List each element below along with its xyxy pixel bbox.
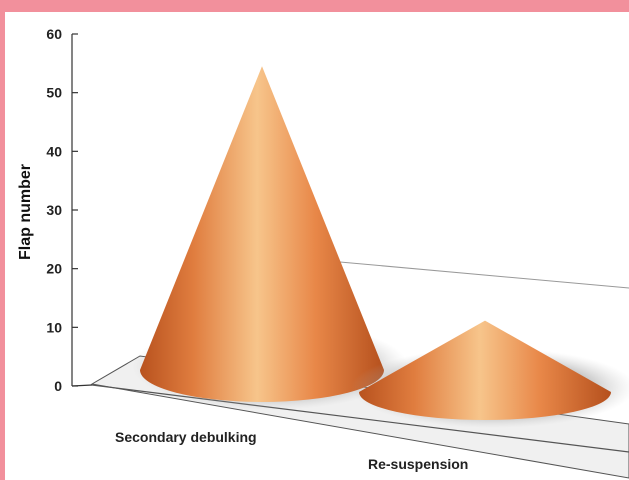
y-tick-label-0: 0 [54, 378, 62, 394]
y-tick-label-4: 40 [46, 143, 62, 159]
floor-back-edge [339, 261, 629, 289]
category-label-0: Secondary debulking [115, 429, 257, 445]
y-tick-label-1: 10 [46, 319, 62, 335]
y-tick-label-5: 50 [46, 85, 62, 101]
y-tick-label-3: 30 [46, 202, 62, 218]
y-axis-title: Flap number [17, 164, 34, 260]
category-label-1: Re-suspension [368, 456, 468, 472]
cone-bar-1 [359, 320, 611, 420]
cone-bar-0 [140, 66, 384, 402]
y-tick-label-2: 20 [46, 261, 62, 277]
y-tick-label-6: 60 [46, 26, 62, 42]
